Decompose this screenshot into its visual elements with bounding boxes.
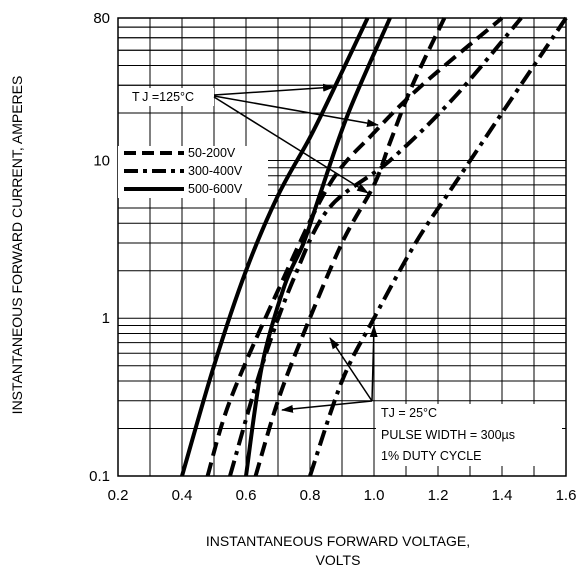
annotation-tj25-line-1: TJ = 25°C bbox=[381, 406, 437, 420]
y-tick-label-3: 80 bbox=[93, 10, 110, 27]
curve-dashdot-25C-4 bbox=[308, 16, 568, 477]
annotation-tj25-line-3: 1% DUTY CYCLE bbox=[381, 449, 482, 463]
annotation-tj125-label: T J =125°C bbox=[132, 90, 194, 104]
curves bbox=[180, 16, 568, 477]
plot-frame bbox=[117, 17, 567, 477]
arrow-25-to-dashed bbox=[329, 337, 373, 402]
tick-labels: 0.2 0.4 0.6 0.8 1.0 1.2 1.4 1.6 0.1 1 10 80 bbox=[89, 10, 576, 504]
arrow-125-to-dashdot bbox=[213, 96, 369, 194]
arrow-25-to-dashdot bbox=[369, 325, 378, 402]
curve-dashed-25C-3 bbox=[253, 17, 447, 477]
annotation-tj125-background bbox=[124, 88, 214, 106]
curve-solid-25C-5 bbox=[244, 17, 392, 477]
x-tick-label-1: 0.4 bbox=[172, 487, 193, 504]
grid bbox=[117, 17, 567, 477]
x-tick-label-5: 1.2 bbox=[428, 487, 449, 504]
annotation-tj25-background bbox=[376, 404, 562, 466]
annotation-tj25: TJ = 25°C PULSE WIDTH = 300µs 1% DUTY CY… bbox=[281, 325, 562, 466]
annotation-tj25-line-2: PULSE WIDTH = 300µs bbox=[381, 428, 515, 442]
x-tick-label-2: 0.6 bbox=[236, 487, 257, 504]
legend-label-1: 50-200V bbox=[188, 146, 236, 160]
arrow-125-to-solid bbox=[213, 83, 335, 96]
y-tick-label-0: 0.1 bbox=[89, 468, 110, 485]
x-axis-title-line-2: VOLTS bbox=[316, 552, 361, 568]
x-tick-label-7: 1.6 bbox=[556, 487, 577, 504]
x-tick-label-6: 1.4 bbox=[492, 487, 513, 504]
curve-dashdot-125C-1 bbox=[228, 16, 523, 477]
arrow-25-to-solid bbox=[281, 400, 373, 413]
annotation-tj125: T J =125°C bbox=[124, 83, 379, 194]
y-tick-label-2: 10 bbox=[93, 152, 110, 169]
x-tick-label-3: 0.8 bbox=[300, 487, 321, 504]
legend-label-3: 500-600V bbox=[188, 182, 243, 196]
legend: 50-200V 300-400V 500-600V bbox=[118, 146, 268, 198]
arrow-125-to-dashed bbox=[213, 95, 379, 128]
y-axis-title: INSTANTANEOUS FORWARD CURRENT, AMPERES bbox=[9, 76, 25, 415]
curve-dashed-125C-0 bbox=[205, 16, 504, 477]
x-tick-label-0: 0.2 bbox=[108, 487, 129, 504]
curve-solid-125C-2 bbox=[180, 17, 370, 477]
x-axis-title-line-1: INSTANTANEOUS FORWARD VOLTAGE, bbox=[206, 533, 470, 549]
legend-label-2: 300-400V bbox=[188, 164, 243, 178]
y-tick-label-1: 1 bbox=[102, 310, 110, 327]
x-tick-label-4: 1.0 bbox=[364, 487, 385, 504]
